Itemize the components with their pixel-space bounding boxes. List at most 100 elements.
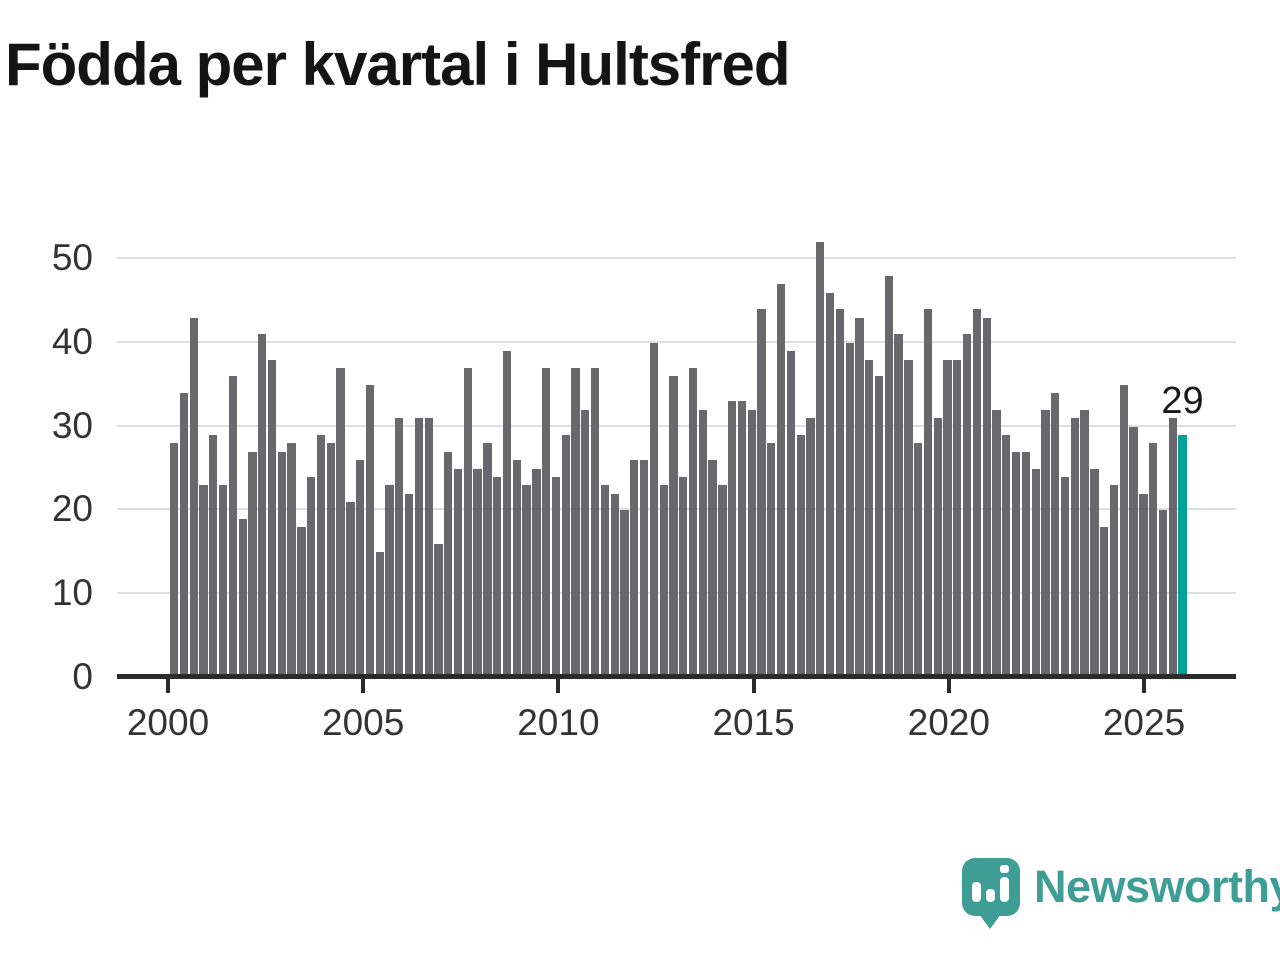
bar-2003-q3[interactable] bbox=[307, 476, 316, 678]
bar-2010-q3[interactable] bbox=[581, 409, 590, 678]
bar-2021-q4[interactable] bbox=[1021, 451, 1031, 678]
bar-2012-q2[interactable] bbox=[649, 342, 658, 678]
bar-2006-q4[interactable] bbox=[434, 543, 443, 678]
bar-2016-q2[interactable] bbox=[806, 418, 815, 678]
bar-2022-q2[interactable] bbox=[1041, 409, 1050, 678]
bar-2011-q3[interactable] bbox=[620, 510, 629, 678]
bar-2000-q4[interactable] bbox=[199, 485, 208, 678]
bar-2006-q1[interactable] bbox=[404, 493, 414, 678]
bar-2021-q2[interactable] bbox=[1002, 434, 1011, 678]
bar-2022-q1[interactable] bbox=[1031, 468, 1040, 678]
bar-2011-q1[interactable] bbox=[600, 485, 610, 678]
bar-2016-q4[interactable] bbox=[825, 292, 835, 678]
bar-2020-q4[interactable] bbox=[982, 317, 991, 678]
bar-2018-q2[interactable] bbox=[884, 275, 893, 678]
bar-2002-q1[interactable] bbox=[248, 451, 257, 678]
bar-2004-q2[interactable] bbox=[336, 367, 345, 678]
bar-2007-q1[interactable] bbox=[444, 451, 453, 678]
bar-2021-q1[interactable] bbox=[992, 409, 1001, 678]
bar-2015-q1[interactable] bbox=[757, 309, 766, 678]
bar-2009-q2[interactable] bbox=[532, 468, 541, 678]
bar-2012-q4[interactable] bbox=[669, 376, 678, 678]
bar-2002-q4[interactable] bbox=[277, 451, 286, 678]
bar-2025-q3[interactable] bbox=[1168, 418, 1177, 678]
bar-2006-q3[interactable] bbox=[424, 418, 433, 678]
bar-2009-q3[interactable] bbox=[542, 367, 551, 678]
bar-2001-q4[interactable] bbox=[238, 518, 247, 678]
bar-2019-q4[interactable] bbox=[943, 359, 952, 678]
bar-2004-q3[interactable] bbox=[346, 502, 355, 678]
bar-2002-q3[interactable] bbox=[267, 359, 277, 678]
bar-2016-q3[interactable] bbox=[816, 242, 825, 678]
bar-2009-q4[interactable] bbox=[551, 476, 561, 678]
bar-2007-q4[interactable] bbox=[473, 468, 482, 678]
bar-2008-q3[interactable] bbox=[502, 351, 512, 678]
bar-2023-q3[interactable] bbox=[1090, 468, 1099, 678]
bar-2017-q1[interactable] bbox=[835, 309, 845, 678]
bar-2017-q2[interactable] bbox=[845, 342, 854, 678]
bar-2001-q1[interactable] bbox=[209, 434, 218, 678]
bar-2005-q1[interactable] bbox=[365, 384, 375, 678]
bar-2024-q4[interactable] bbox=[1139, 493, 1148, 678]
bar-2014-q1[interactable] bbox=[718, 485, 727, 678]
bar-2014-q2[interactable] bbox=[728, 401, 737, 678]
bar-2002-q2[interactable] bbox=[258, 334, 267, 678]
bar-2000-q2[interactable] bbox=[179, 393, 189, 678]
bar-2014-q3[interactable] bbox=[737, 401, 747, 678]
bar-2023-q4[interactable] bbox=[1100, 527, 1109, 678]
bar-2015-q4[interactable] bbox=[786, 351, 796, 678]
bar-2020-q3[interactable] bbox=[972, 309, 982, 678]
bar-2010-q1[interactable] bbox=[561, 434, 570, 678]
bar-2008-q1[interactable] bbox=[483, 443, 492, 678]
bar-2004-q4[interactable] bbox=[356, 460, 365, 678]
bar-2008-q4[interactable] bbox=[512, 460, 521, 678]
bar-2019-q2[interactable] bbox=[923, 309, 933, 678]
bar-2019-q3[interactable] bbox=[933, 418, 942, 678]
bar-2017-q3[interactable] bbox=[855, 317, 864, 678]
bar-2023-q2[interactable] bbox=[1080, 409, 1089, 678]
bar-2009-q1[interactable] bbox=[522, 485, 531, 678]
bar-2000-q1[interactable] bbox=[170, 443, 179, 678]
bar-2024-q1[interactable] bbox=[1109, 485, 1119, 678]
bar-2015-q3[interactable] bbox=[776, 284, 786, 678]
bar-2010-q2[interactable] bbox=[571, 367, 580, 678]
bar-2011-q2[interactable] bbox=[610, 493, 619, 678]
bar-2005-q3[interactable] bbox=[385, 485, 394, 678]
bar-2013-q2[interactable] bbox=[688, 367, 698, 678]
bar-2004-q1[interactable] bbox=[326, 443, 335, 678]
bar-2014-q4[interactable] bbox=[747, 409, 756, 678]
bar-2022-q3[interactable] bbox=[1051, 393, 1060, 678]
bar-2018-q4[interactable] bbox=[904, 359, 913, 678]
bar-2015-q2[interactable] bbox=[767, 443, 776, 678]
bar-2008-q2[interactable] bbox=[493, 476, 502, 678]
bar-2007-q3[interactable] bbox=[463, 367, 472, 678]
newsworthy-logo[interactable]: Newsworthy bbox=[962, 858, 1280, 929]
bar-2007-q2[interactable] bbox=[453, 468, 463, 678]
bar-2020-q1[interactable] bbox=[953, 359, 962, 678]
bar-2024-q2[interactable] bbox=[1119, 384, 1128, 678]
bar-2013-q4[interactable] bbox=[708, 460, 717, 678]
bar-2023-q1[interactable] bbox=[1070, 418, 1079, 678]
bar-2005-q2[interactable] bbox=[375, 552, 384, 678]
bar-2025-q2[interactable] bbox=[1158, 510, 1168, 678]
bar-2003-q1[interactable] bbox=[287, 443, 296, 678]
bar-2010-q4[interactable] bbox=[590, 367, 600, 678]
bar-2016-q1[interactable] bbox=[796, 434, 805, 678]
bar-2022-q4[interactable] bbox=[1060, 476, 1070, 678]
bar-2025-q1[interactable] bbox=[1149, 443, 1158, 678]
bar-2012-q1[interactable] bbox=[639, 460, 649, 678]
bar-2013-q1[interactable] bbox=[679, 476, 688, 678]
bar-2012-q3[interactable] bbox=[659, 485, 668, 678]
bar-2024-q3[interactable] bbox=[1129, 426, 1138, 678]
bar-2006-q2[interactable] bbox=[414, 418, 424, 678]
bar-2000-q3[interactable] bbox=[189, 317, 198, 678]
bar-2005-q4[interactable] bbox=[395, 418, 404, 678]
bar-2013-q3[interactable] bbox=[698, 409, 707, 678]
bar-2003-q4[interactable] bbox=[316, 434, 326, 678]
bar-2021-q3[interactable] bbox=[1011, 451, 1021, 678]
bar-2018-q3[interactable] bbox=[894, 334, 903, 678]
bar-2025-q4[interactable] bbox=[1178, 434, 1187, 678]
bar-2011-q4[interactable] bbox=[630, 460, 639, 678]
bar-2003-q2[interactable] bbox=[297, 527, 306, 678]
bar-2017-q4[interactable] bbox=[865, 359, 874, 678]
